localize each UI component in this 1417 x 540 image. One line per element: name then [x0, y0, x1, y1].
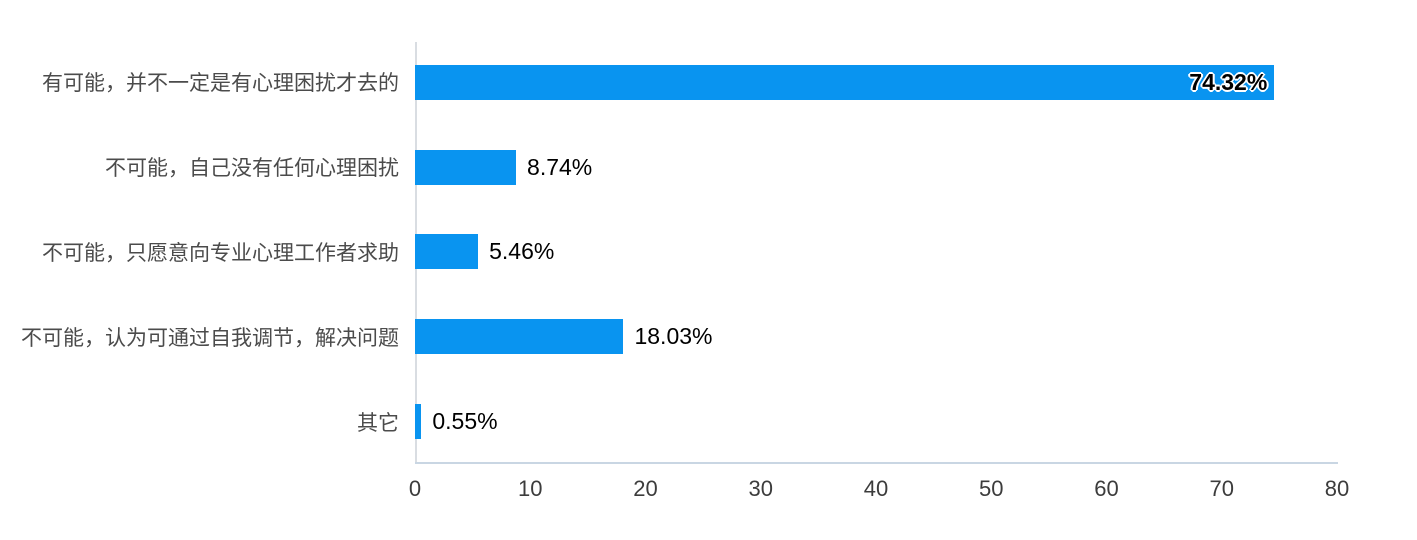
value-label: 5.46% [489, 238, 555, 265]
value-label: 74.32% [1189, 68, 1268, 95]
bar [415, 149, 517, 185]
bar: 74.32% [415, 64, 1275, 100]
x-axis-line [415, 462, 1338, 464]
category-label: 其它 [357, 411, 399, 435]
bar-track: 5.46% [415, 234, 1340, 270]
category-label: 不可能，自己没有任何心理困扰 [105, 157, 399, 181]
bar-track: 18.03% [415, 319, 1340, 355]
bar-row: 其它 0.55% [0, 379, 1340, 464]
bar-row: 有可能，并不一定是有心理困扰才去的 74.32% [0, 40, 1340, 125]
bar [415, 234, 479, 270]
x-tick-label: 20 [633, 476, 658, 501]
bar-row: 不可能，自己没有任何心理困扰 8.74% [0, 125, 1340, 210]
value-label: 8.74% [527, 153, 593, 180]
bar-rows: 有可能，并不一定是有心理困扰才去的 74.32% 不可能，自己没有任何心理困扰 … [0, 40, 1340, 464]
bar [415, 404, 422, 440]
x-tick-label: 30 [748, 476, 773, 501]
x-tick-label: 70 [1209, 476, 1234, 501]
bar-row: 不可能，只愿意向专业心理工作者求助 5.46% [0, 210, 1340, 295]
bar-track: 0.55% [415, 404, 1340, 440]
x-tick-label: 0 [408, 476, 422, 501]
x-tick-label: 10 [518, 476, 543, 501]
x-axis-tick-labels: 0 10 20 30 40 50 60 70 80 [409, 476, 1349, 504]
category-label: 有可能，并不一定是有心理困扰才去的 [42, 72, 399, 96]
bar-track: 74.32% [415, 64, 1340, 100]
x-tick-label: 60 [1094, 476, 1119, 501]
x-tick-label: 80 [1324, 476, 1350, 501]
x-tick-label: 40 [863, 476, 889, 501]
x-tick-label: 50 [979, 476, 1004, 501]
value-label: 18.03% [634, 323, 713, 350]
bar-track: 8.74% [415, 149, 1340, 185]
value-label: 0.55% [432, 408, 498, 435]
category-label: 不可能，认为可通过自我调节，解决问题 [21, 326, 399, 350]
category-label: 不可能，只愿意向专业心理工作者求助 [42, 241, 399, 265]
bar [415, 319, 624, 355]
bar-row: 不可能，认为可通过自我调节，解决问题 18.03% [0, 294, 1340, 379]
